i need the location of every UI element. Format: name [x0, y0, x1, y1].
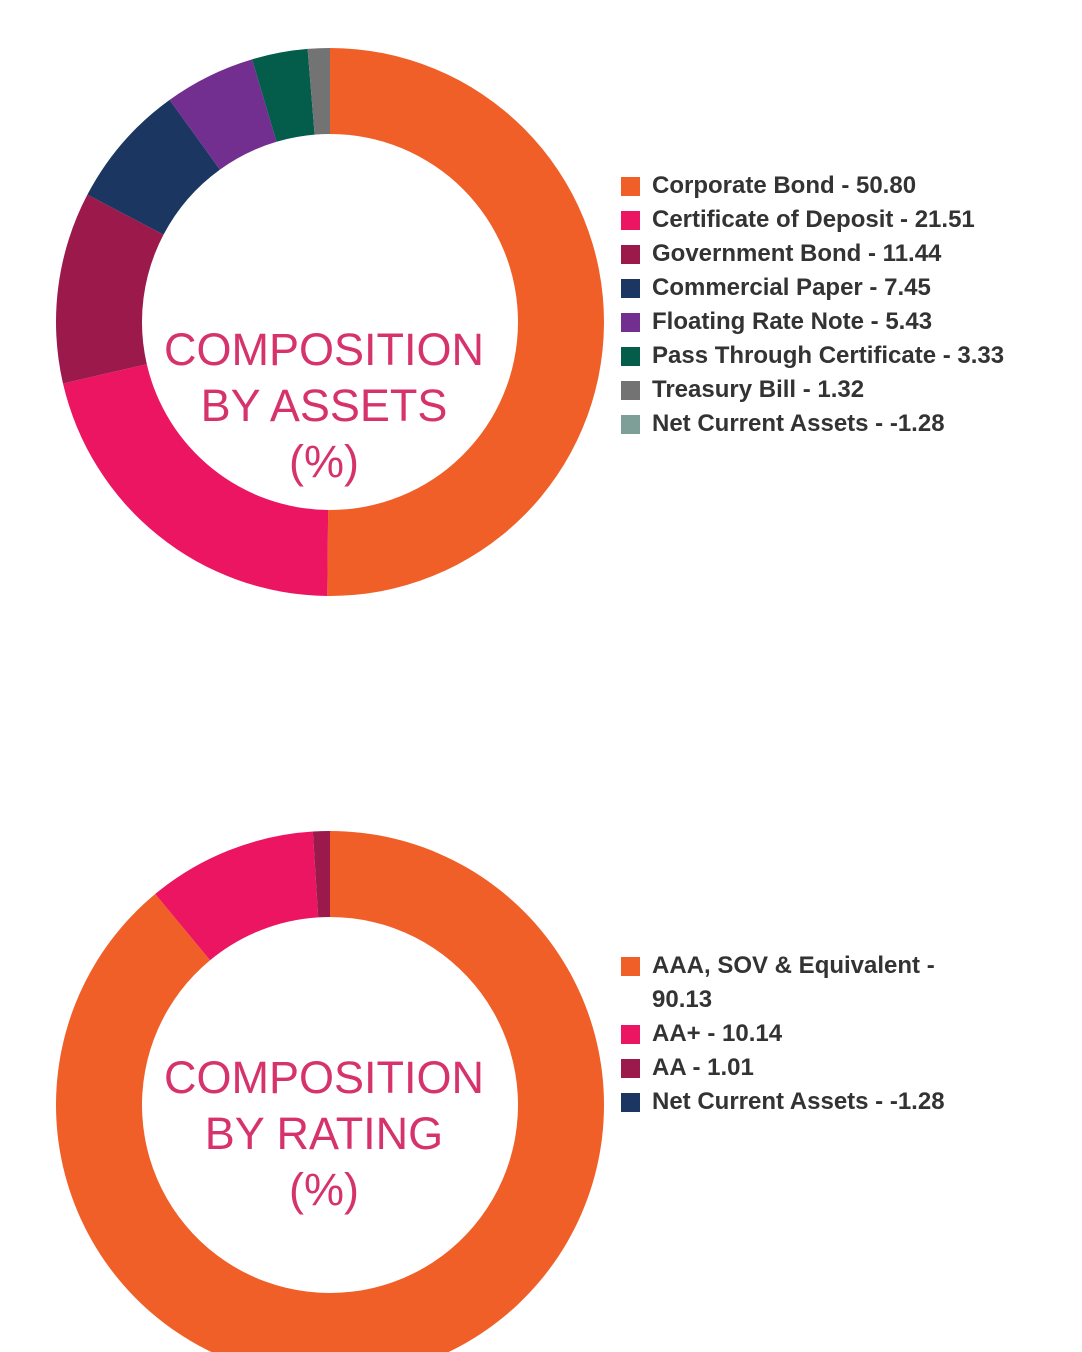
legend-assets: Corporate Bond - 50.80 Certificate of Dep… [621, 169, 1061, 441]
legend-item: Commercial Paper - 7.45 [621, 271, 1061, 305]
legend-item: Treasury Bill - 1.32 [621, 373, 1061, 407]
chart-composition-by-assets: COMPOSITION BY ASSETS (%) Corporate Bond… [55, 48, 1061, 596]
legend-swatch [621, 415, 640, 434]
legend-swatch [621, 1025, 640, 1044]
legend-swatch [621, 1059, 640, 1078]
legend-label: Net Current Assets - -1.28 [652, 1088, 945, 1115]
donut-slice-2 [312, 831, 330, 918]
legend-label: Net Current Assets - -1.28 [652, 410, 945, 437]
legend-label: Pass Through Certificate - 3.33 [652, 342, 1005, 369]
center-title-line: COMPOSITION [163, 1052, 484, 1103]
legend-swatch [621, 1093, 640, 1112]
legend-swatch [621, 177, 640, 196]
donut-slice-2 [55, 194, 164, 384]
legend-swatch [621, 211, 640, 230]
legend-item: Pass Through Certificate - 3.33 [621, 339, 1061, 373]
legend-swatch [621, 347, 640, 366]
legend-item: Certificate of Deposit - 21.51 [621, 203, 1061, 237]
legend-label: AAA, SOV & Equivalent - 90.13 [652, 952, 935, 1013]
legend-label: Commercial Paper - 7.45 [652, 274, 931, 301]
chart-composition-by-rating: COMPOSITION BY RATING (%) AAA, SOV & Equ… [0, 676, 1082, 1352]
legend-label: Floating Rate Note - 5.43 [652, 308, 933, 335]
legend-item: Net Current Assets - -1.28 [621, 407, 1061, 441]
donut-slice-0 [327, 48, 605, 596]
legend-swatch [621, 279, 640, 298]
center-title-rating: COMPOSITION BY RATING (%) [144, 1050, 504, 1218]
legend-item: Net Current Assets - -1.28 [621, 1085, 966, 1119]
legend-label: AA - 1.01 [652, 1054, 754, 1081]
legend-item: AAA, SOV & Equivalent - 90.13 [621, 949, 966, 1017]
donut-slice-1 [155, 831, 319, 961]
legend-item: AA+ - 10.14 [621, 1017, 966, 1051]
legend-item: Floating Rate Note - 5.43 [621, 305, 1061, 339]
donut-slice-6 [307, 48, 330, 135]
legend-item: Corporate Bond - 50.80 [621, 169, 1061, 203]
donut-slice-3 [87, 99, 220, 235]
legend-label: Treasury Bill - 1.32 [652, 376, 865, 403]
legend-item: Government Bond - 11.44 [621, 237, 1061, 271]
legend-swatch [621, 245, 640, 264]
center-title-assets: COMPOSITION BY ASSETS (%) [144, 322, 504, 490]
center-title-line: (%) [289, 1164, 359, 1215]
legend-label: AA+ - 10.14 [652, 1020, 783, 1047]
legend-item: AA - 1.01 [621, 1051, 966, 1085]
legend-label: Government Bond - 11.44 [652, 240, 942, 267]
legend-swatch [621, 381, 640, 400]
donut-slice-4 [169, 59, 277, 170]
donut-slice-1 [62, 364, 329, 596]
donut-slice-5 [252, 48, 315, 142]
legend-swatch [621, 957, 640, 976]
donut-chart-assets [55, 48, 605, 596]
donut-slice-0 [56, 831, 604, 1352]
legend-swatch [621, 313, 640, 332]
center-title-line: COMPOSITION [163, 324, 484, 375]
center-title-line: BY ASSETS [200, 380, 448, 431]
legend-label: Certificate of Deposit - 21.51 [652, 206, 975, 233]
center-title-line: (%) [289, 436, 359, 487]
center-title-line: BY RATING [204, 1108, 444, 1159]
legend-label: Corporate Bond - 50.80 [652, 172, 917, 199]
donut-chart-rating [56, 831, 604, 1352]
legend-rating: AAA, SOV & Equivalent - 90.13 AA+ - 10.14… [621, 949, 966, 1119]
